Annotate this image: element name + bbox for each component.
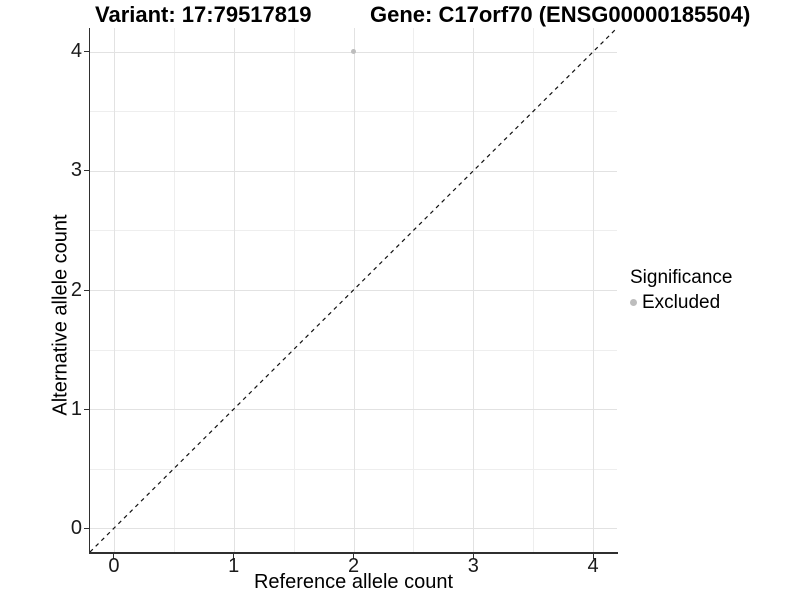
legend-point-swatch-icon	[630, 299, 637, 306]
y-axis-line	[88, 28, 90, 554]
x-tick-mark	[353, 553, 354, 559]
plot-title-variant: Variant: 17:79517819	[95, 2, 312, 27]
x-tick-mark	[472, 553, 474, 559]
y-tick-label: 2	[70, 278, 82, 301]
x-tick-mark	[592, 553, 594, 559]
legend-item-excluded: Excluded	[630, 291, 732, 314]
major-gridline-y	[90, 409, 617, 411]
legend-title: Significance	[630, 267, 733, 288]
y-tick-mark	[83, 289, 89, 291]
x-tick-label: 0	[108, 555, 120, 577]
data-point	[351, 49, 356, 55]
x-axis-title: Reference allele count	[253, 571, 453, 593]
y-tick-label: 3	[70, 159, 82, 182]
y-tick-mark	[83, 408, 89, 410]
y-tick-label: 0	[70, 516, 82, 539]
legend: Significance Excluded	[630, 266, 732, 314]
x-tick-mark	[233, 553, 235, 559]
x-axis-line	[88, 552, 618, 554]
x-tick-label: 1	[228, 555, 240, 577]
x-tick-label: 2	[347, 555, 360, 577]
legend-item-label: Excluded	[642, 292, 721, 313]
plot-panel: 0 1 2 3 4 0 1 2 3 4	[71, 28, 617, 577]
y-axis-title: Alternative allele count	[49, 214, 72, 416]
plot-title-gene: Gene: C17orf70 (ENSG00000185504)	[370, 2, 751, 27]
y-tick-label: 1	[70, 397, 82, 420]
x-tick-label: 4	[587, 555, 599, 577]
major-gridline-y	[90, 528, 617, 530]
y-tick-mark	[83, 527, 89, 529]
y-tick-mark	[83, 51, 89, 53]
x-tick-label: 3	[467, 555, 479, 577]
y-tick-label: 4	[70, 40, 82, 63]
major-gridline-y	[90, 170, 617, 172]
identity-reference-line	[90, 28, 617, 552]
x-tick-mark	[113, 553, 115, 559]
y-tick-mark	[83, 170, 89, 172]
